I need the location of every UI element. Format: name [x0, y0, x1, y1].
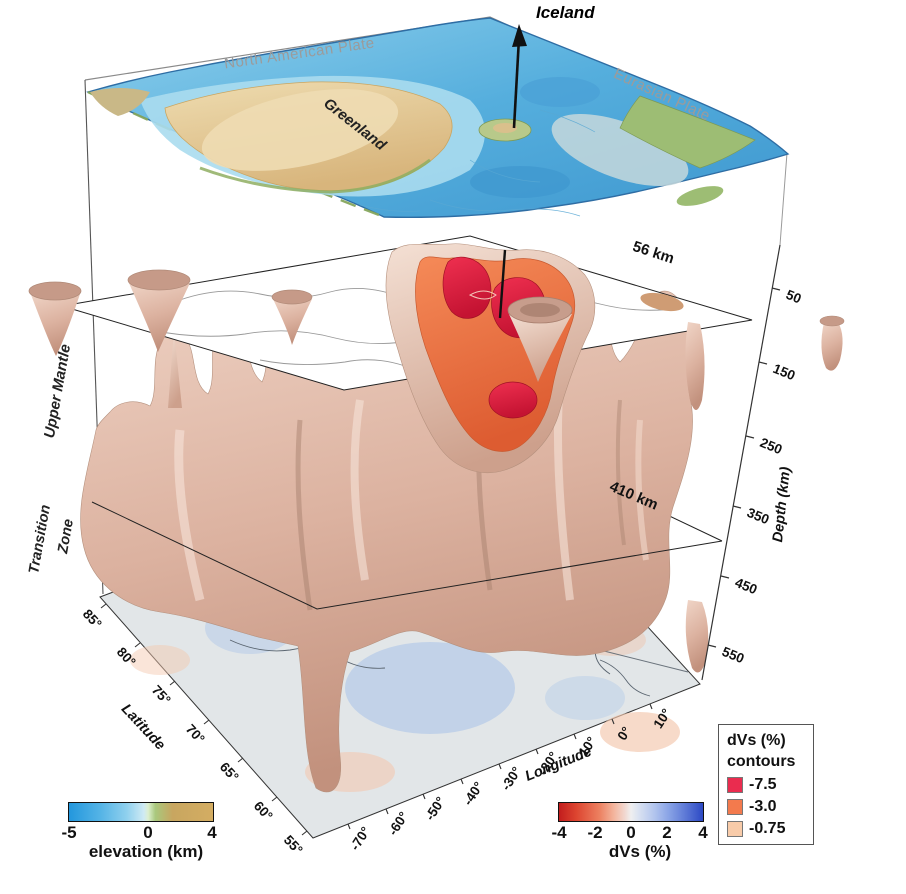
norwegian-sea — [551, 113, 689, 187]
greenland-coast-green — [199, 158, 431, 194]
legend-title-line1: dVs (%) — [727, 732, 786, 749]
slice-56km-label: 56 km — [631, 238, 677, 267]
svg-text:75°: 75° — [149, 682, 174, 707]
dvs-colorbar-label: dVs (%) — [608, 842, 672, 861]
upper-mantle-label: Upper Mantle — [41, 343, 74, 440]
elevation-tick: -5 — [61, 823, 77, 842]
svg-text:-70°: -70° — [347, 824, 373, 853]
contour-swatch-peach — [727, 821, 743, 837]
svg-text:150: 150 — [771, 361, 798, 383]
plume-funnel-left — [128, 281, 190, 352]
latitude-axis-ticks-marks — [100, 603, 308, 836]
canada-land — [90, 88, 150, 116]
elevation-tick: 4 — [207, 823, 217, 842]
plume-upper-pieces — [28, 243, 845, 474]
iceland-arrow — [512, 24, 527, 129]
contour-swatch-red — [727, 777, 743, 793]
svg-text:65°: 65° — [217, 759, 242, 784]
iceland-marker-line-mid — [498, 249, 507, 319]
contour-value: -0.75 — [749, 820, 786, 837]
svg-text:350: 350 — [745, 505, 772, 527]
depth-axis-label: Depth (km) — [770, 466, 794, 543]
svg-text:50: 50 — [784, 287, 804, 307]
plume-contour-red-1 — [442, 256, 492, 319]
legend-entry: -0.75 — [727, 820, 813, 838]
dvs-tick: -4 — [551, 823, 567, 842]
dvs-contours-legend: dVs (%) contours -7.5 -3.0 -0.75 — [718, 724, 814, 845]
svg-text:70°: 70° — [183, 721, 208, 746]
legend-entry: -7.5 — [727, 776, 813, 794]
slice-410km-front-outline — [91, 501, 723, 610]
longitude-axis-ticks-marks — [347, 703, 653, 830]
plume-funnel-small — [272, 297, 312, 345]
svg-text:60°: 60° — [251, 798, 276, 823]
topography-map: Greenland — [86, 17, 790, 219]
svg-text:250: 250 — [758, 435, 785, 457]
legend-title-line2: contours — [727, 753, 796, 770]
plume-shard-right — [685, 322, 705, 410]
svg-text:450: 450 — [733, 575, 760, 597]
dvs-colorbar — [558, 802, 704, 822]
depth-axis — [701, 244, 781, 681]
svg-text:85°: 85° — [80, 606, 105, 631]
elevation-tick: 0 — [143, 823, 153, 842]
contour-swatch-orange — [727, 799, 743, 815]
elevation-colorbar-label: elevation (km) — [88, 842, 204, 861]
plume-shard-bottom-right — [685, 600, 709, 673]
latitude-axis-label: Latitude — [118, 701, 168, 753]
dvs-tick: 0 — [626, 823, 636, 842]
plume-spike-left — [168, 330, 182, 408]
dvs-tick: 4 — [698, 823, 708, 842]
elevation-colorbar — [68, 802, 214, 822]
contour-value: -3.0 — [749, 798, 777, 815]
dvs-tick: -2 — [587, 823, 603, 842]
plume-contour-red-3 — [488, 381, 538, 419]
norway-land — [619, 95, 756, 169]
svg-text:-50°: -50° — [422, 794, 448, 823]
svg-text:-40°: -40° — [460, 779, 486, 808]
plume-cone-right — [508, 312, 572, 382]
transition-zone-label-1: Transition — [26, 503, 54, 575]
bathymetry-contours — [359, 109, 596, 217]
contour-value: -7.5 — [749, 776, 777, 793]
plume-shard-far-right — [821, 322, 843, 371]
transition-zone-label-2: Zone — [55, 518, 77, 556]
svg-text:-60°: -60° — [385, 809, 411, 838]
british-isles — [676, 186, 724, 206]
legend-entry: -3.0 — [727, 798, 813, 816]
plume-funnel-far-left — [30, 292, 80, 356]
slice-56km-anomaly-patch — [640, 292, 684, 312]
dvs-tick: 2 — [662, 823, 672, 842]
svg-text:55°: 55° — [281, 832, 306, 857]
svg-text:-30°: -30° — [498, 764, 524, 793]
svg-text:550: 550 — [720, 644, 747, 666]
iceland-label: Iceland — [536, 3, 595, 22]
